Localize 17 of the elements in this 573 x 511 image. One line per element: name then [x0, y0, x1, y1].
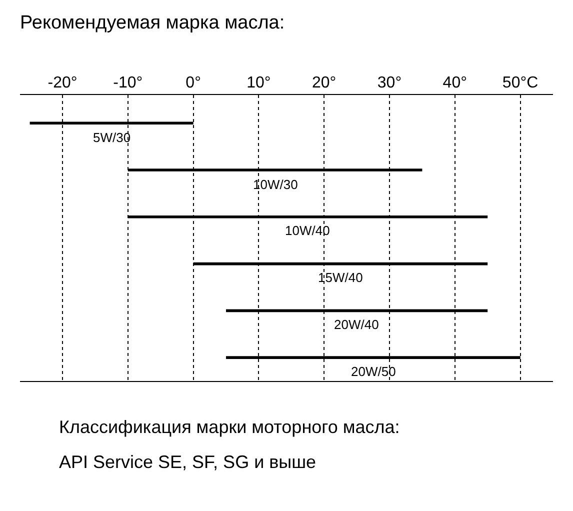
- y-tick-label: 20W/50: [351, 364, 396, 379]
- y-tick-label: 10W/40: [285, 223, 330, 238]
- y-tick-label: 5W/30: [93, 130, 131, 145]
- x-tick-label: 20°: [312, 74, 336, 92]
- text: API Service SE, SF, SG и выше: [59, 452, 316, 472]
- y-tick-label: 10W/30: [253, 177, 298, 192]
- y-tick-label: 20W/40: [334, 317, 379, 332]
- text: Классификация марки моторного масла:: [59, 417, 400, 437]
- x-tick-label: 50°C: [502, 74, 538, 92]
- x-tick-label: -20°: [48, 74, 78, 92]
- x-tick-label: 10°: [246, 74, 271, 92]
- y-tick-label: 15W/40: [318, 270, 363, 285]
- x-tick-label: -10°: [113, 74, 143, 92]
- x-tick-label: 30°: [377, 74, 402, 92]
- x-tick-label: 0°: [186, 74, 201, 92]
- chart-title: Рекомендуемая марка масла:: [20, 12, 285, 34]
- x-tick-label: 40°: [442, 74, 467, 92]
